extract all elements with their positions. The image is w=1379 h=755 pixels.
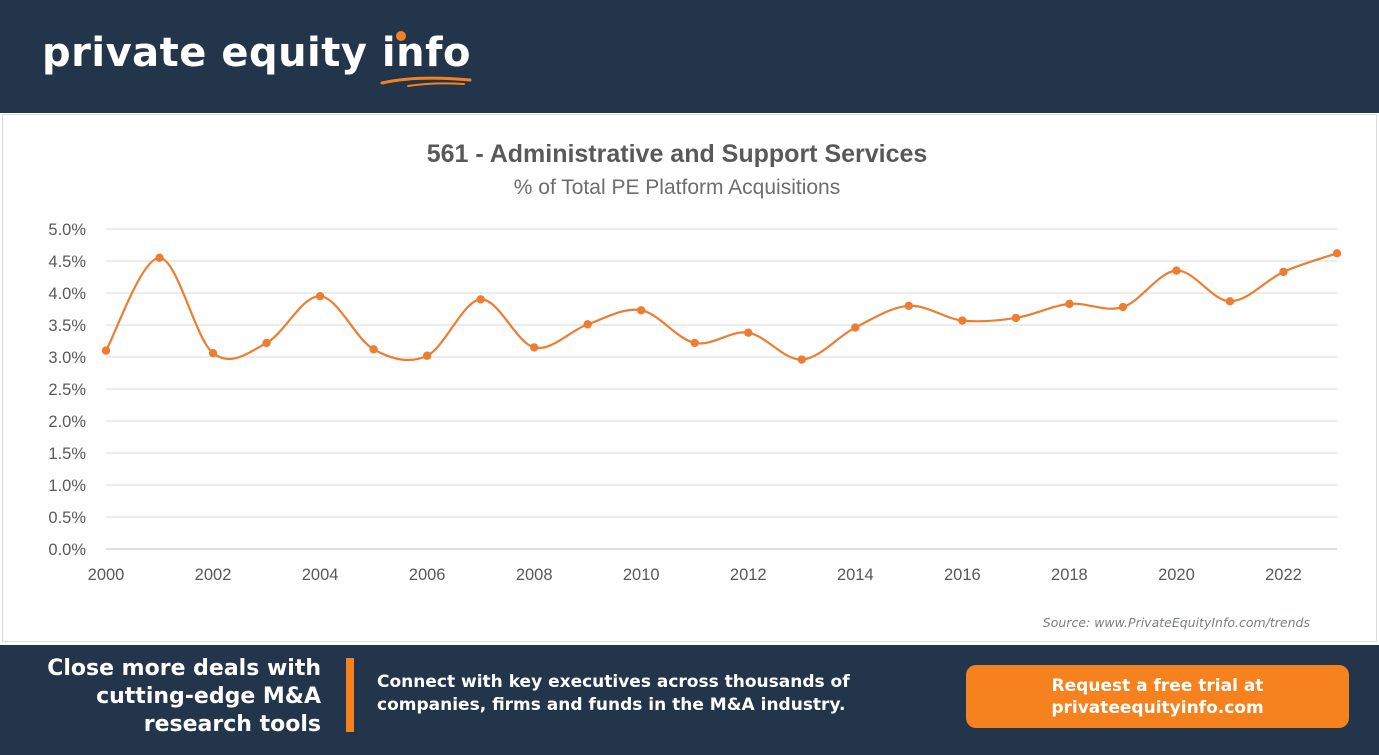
data-point[interactable] bbox=[422, 351, 432, 360]
data-point[interactable] bbox=[904, 301, 914, 310]
footer-connect-text: Connect with key executives across thous… bbox=[377, 672, 850, 715]
x-tick-label: 2000 bbox=[88, 566, 125, 584]
data-point[interactable] bbox=[476, 295, 485, 304]
x-tick-label: 2002 bbox=[195, 566, 232, 584]
gridlines bbox=[106, 228, 1337, 518]
logo-text-accent: info bbox=[380, 28, 472, 87]
line-chart: 561 - Administrative and Support Service… bbox=[48, 140, 1342, 584]
x-tick-label: 2010 bbox=[623, 566, 660, 584]
data-point[interactable] bbox=[1011, 313, 1021, 323]
y-tick-label: 0.0% bbox=[48, 541, 86, 559]
data-point[interactable] bbox=[637, 306, 646, 315]
chart-panel: 561 - Administrative and Support Service… bbox=[2, 114, 1377, 642]
y-tick-label: 4.5% bbox=[48, 253, 86, 271]
y-tick-label: 4.0% bbox=[48, 285, 86, 303]
x-tick-label: 2016 bbox=[944, 566, 981, 584]
x-tick-label: 2014 bbox=[837, 566, 874, 584]
source-note: Source: www.PrivateEquityInfo.com/trends bbox=[1042, 615, 1310, 630]
y-tick-label: 3.5% bbox=[48, 317, 86, 335]
request-trial-button[interactable]: Request a free trial at privateequityinf… bbox=[966, 665, 1349, 728]
data-point[interactable] bbox=[315, 292, 325, 301]
footer-divider bbox=[346, 658, 354, 732]
y-tick-label: 5.0% bbox=[48, 221, 86, 239]
data-point[interactable] bbox=[262, 338, 271, 348]
data-point[interactable] bbox=[1225, 297, 1235, 306]
series-line bbox=[105, 252, 1338, 362]
data-point[interactable] bbox=[1065, 299, 1074, 309]
data-point[interactable] bbox=[744, 328, 753, 337]
data-point[interactable] bbox=[797, 355, 806, 364]
axes: 0.0% 0.5% 1.0% 1.5% 2.0% 2.5% 3.0% 3.5% 4.0% 4.5%… bbox=[48, 221, 1337, 584]
request-trial-label: Request a free trial at privateequityinf… bbox=[1051, 675, 1264, 718]
logo-text-main: private equity bbox=[42, 30, 368, 76]
y-tick-label: 0.5% bbox=[48, 509, 86, 527]
data-point[interactable] bbox=[690, 338, 699, 348]
x-tick-label: 2012 bbox=[730, 566, 767, 584]
y-tick-label: 2.0% bbox=[48, 413, 86, 431]
data-point[interactable] bbox=[155, 253, 164, 262]
brand-logo[interactable]: private equity info bbox=[42, 28, 472, 87]
footer-tagline: Close more deals with cutting-edge M&A r… bbox=[47, 656, 321, 737]
data-point[interactable] bbox=[529, 343, 539, 352]
data-point[interactable] bbox=[369, 345, 378, 354]
y-tick-label: 3.0% bbox=[48, 349, 86, 367]
y-tick-label: 1.5% bbox=[48, 445, 86, 463]
x-tick-label: 2022 bbox=[1265, 566, 1302, 584]
logo-dot-icon bbox=[395, 31, 406, 41]
data-point[interactable] bbox=[958, 316, 967, 325]
chart-title: 561 - Administrative and Support Service… bbox=[427, 140, 928, 168]
x-tick-label: 2004 bbox=[302, 566, 339, 584]
data-point[interactable] bbox=[101, 346, 111, 355]
x-tick-label: 2006 bbox=[409, 566, 446, 584]
chart-subtitle: % of Total PE Platform Acquisitions bbox=[514, 176, 840, 199]
x-tick-label: 2008 bbox=[516, 566, 553, 584]
data-point[interactable] bbox=[1332, 249, 1342, 258]
x-tick-label: 2018 bbox=[1051, 566, 1088, 584]
logo-swoosh-icon bbox=[380, 76, 472, 87]
data-point[interactable] bbox=[208, 348, 218, 358]
series bbox=[101, 249, 1342, 364]
footer-bar: Close more deals with cutting-edge M&A r… bbox=[0, 645, 1379, 755]
data-point[interactable] bbox=[1118, 302, 1128, 312]
header-bar: private equity info bbox=[0, 0, 1379, 113]
data-point[interactable] bbox=[851, 323, 860, 332]
data-point[interactable] bbox=[583, 320, 592, 329]
x-tick-label: 2020 bbox=[1158, 566, 1195, 584]
data-point[interactable] bbox=[1172, 266, 1181, 275]
y-tick-label: 2.5% bbox=[48, 381, 86, 399]
data-point[interactable] bbox=[1279, 267, 1288, 277]
y-tick-label: 1.0% bbox=[48, 477, 86, 495]
